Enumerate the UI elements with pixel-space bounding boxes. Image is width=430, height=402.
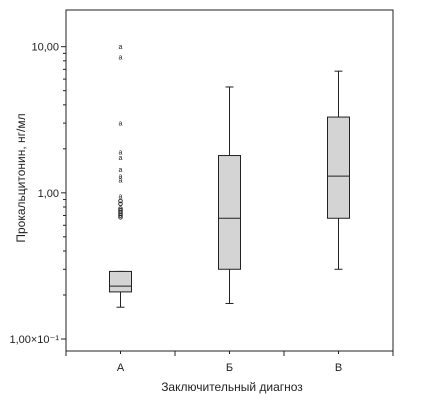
y-tick-label: 10,00 [31, 42, 59, 54]
x-tick-label: В [335, 362, 342, 374]
x-tick-label: А [117, 362, 125, 374]
outlier-extreme-point: a [119, 167, 123, 174]
outlier-point [118, 198, 123, 204]
y-tick-label: 1,00 [38, 188, 59, 200]
outlier-extreme-point: a [119, 178, 123, 185]
outlier-extreme-point: a [119, 174, 123, 181]
box-group [218, 86, 241, 304]
outlier-extreme-point: a [119, 155, 123, 162]
box-group [327, 70, 350, 270]
outlier-point [118, 215, 123, 220]
box-iqr [327, 116, 350, 219]
x-tick-label: Б [226, 362, 233, 374]
box-iqr [218, 155, 241, 270]
x-axis: А Б В [65, 351, 394, 374]
outlier-extreme-point: a [119, 54, 123, 61]
outlier-extreme-point: a [119, 194, 123, 201]
outlier-extreme-point: a [119, 44, 123, 51]
y-tick-label: 1,00×10⁻¹ [9, 334, 59, 346]
box-iqr [109, 270, 132, 293]
outlier-point [118, 201, 123, 207]
x-axis-title: Заключительный диагноз [161, 380, 303, 394]
y-axis-title: Прокальцитонин, нг/мл [14, 113, 28, 242]
outlier-extreme-point: a [119, 121, 123, 128]
y-axis: 1,00×10⁻¹ 1,00 10,00 [9, 42, 66, 346]
outlier-point [118, 213, 123, 218]
outlier-extreme-point: a [119, 150, 123, 157]
